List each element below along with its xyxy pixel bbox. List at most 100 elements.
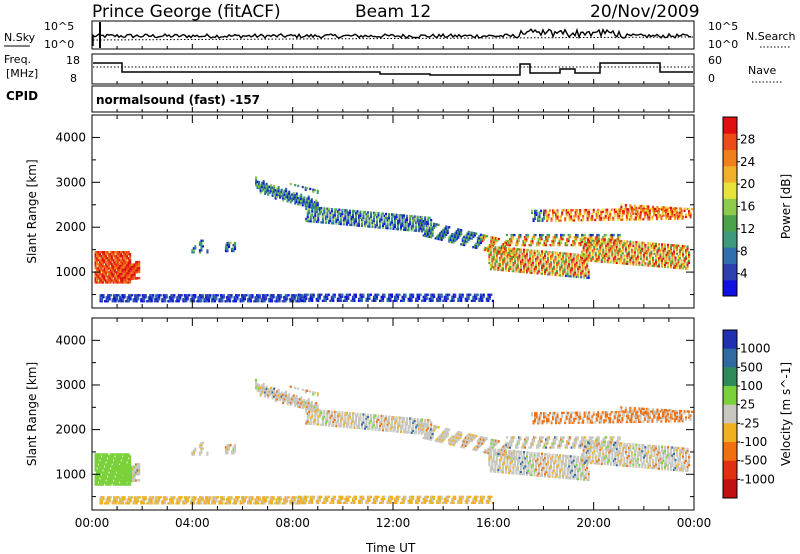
echo-cell bbox=[127, 480, 130, 483]
echo-cell bbox=[558, 238, 561, 241]
echo-cell bbox=[451, 297, 454, 300]
echo-cell bbox=[309, 216, 312, 219]
echo-cell bbox=[629, 246, 632, 249]
echo-cell bbox=[562, 268, 565, 271]
echo-cell bbox=[602, 236, 605, 239]
echo-cell bbox=[449, 240, 452, 243]
echo-cell bbox=[395, 299, 398, 302]
echo-cell bbox=[664, 213, 667, 217]
echo-cell bbox=[601, 210, 604, 213]
echo-cell bbox=[563, 270, 566, 273]
echo-cell bbox=[323, 299, 326, 302]
echo-cell bbox=[293, 298, 296, 301]
echo-cell bbox=[612, 216, 615, 219]
echo-cell bbox=[463, 239, 466, 243]
echo-cell bbox=[100, 479, 103, 482]
echo-cell bbox=[605, 250, 608, 254]
echo-cell bbox=[403, 495, 406, 498]
echo-cell bbox=[127, 265, 130, 268]
echo-cell bbox=[565, 211, 568, 214]
echo-cell bbox=[94, 277, 97, 280]
echo-cell bbox=[117, 483, 120, 486]
echo-cell bbox=[130, 269, 133, 272]
echo-cell bbox=[445, 297, 448, 300]
echo-cell bbox=[558, 240, 561, 243]
echo-cell bbox=[466, 234, 469, 237]
echo-cell bbox=[136, 463, 139, 466]
echo-cell bbox=[572, 259, 575, 262]
echo-cell bbox=[539, 238, 542, 241]
echo-cell bbox=[121, 274, 124, 277]
echo-cell bbox=[460, 295, 463, 298]
echo-cell bbox=[291, 195, 294, 198]
echo-cell bbox=[123, 480, 126, 483]
echo-cell bbox=[545, 268, 548, 272]
echo-cell bbox=[545, 262, 548, 266]
echo-cell bbox=[347, 499, 350, 502]
echo-cell bbox=[519, 270, 522, 273]
echo-cell bbox=[660, 255, 663, 258]
echo-cell bbox=[501, 267, 504, 270]
echo-cell bbox=[200, 296, 203, 299]
echo-cell bbox=[544, 256, 547, 259]
echo-cell bbox=[129, 478, 132, 481]
echo-cell bbox=[112, 465, 115, 468]
echo-cell bbox=[96, 261, 99, 264]
echo-cell bbox=[338, 501, 341, 504]
echo-cell bbox=[488, 499, 491, 502]
echo-cell bbox=[394, 299, 397, 302]
echo-cell bbox=[342, 501, 345, 504]
echo-cell bbox=[120, 464, 123, 468]
echo-cell bbox=[103, 261, 106, 264]
echo-cell bbox=[451, 237, 454, 240]
echo-cell bbox=[641, 249, 644, 252]
echo-cell bbox=[158, 296, 161, 299]
echo-cell bbox=[317, 218, 320, 222]
echo-cell bbox=[229, 296, 232, 299]
echo-cell bbox=[318, 293, 321, 296]
echo-cell bbox=[479, 239, 482, 242]
echo-cell bbox=[271, 502, 274, 505]
echo-cell bbox=[488, 251, 491, 254]
echo-cell bbox=[250, 296, 253, 299]
echo-cell bbox=[102, 275, 105, 278]
echo-cell bbox=[109, 481, 112, 484]
echo-cell bbox=[404, 295, 407, 298]
echo-cell bbox=[525, 267, 528, 270]
echo-cell bbox=[678, 207, 681, 210]
echo-cell bbox=[108, 279, 111, 282]
echo-cell bbox=[531, 238, 534, 241]
echo-cell bbox=[293, 294, 296, 297]
echo-cell bbox=[630, 212, 633, 215]
echo-cell bbox=[380, 295, 383, 298]
echo-cell bbox=[491, 238, 494, 241]
echo-cell bbox=[641, 243, 644, 246]
echo-cell bbox=[409, 497, 412, 500]
echo-cell bbox=[114, 300, 117, 303]
echo-cell bbox=[375, 293, 378, 296]
echo-cell bbox=[106, 463, 109, 466]
echo-cell bbox=[218, 502, 221, 505]
echo-cell bbox=[574, 253, 577, 256]
echo-cell bbox=[135, 263, 138, 266]
echo-cell bbox=[626, 210, 629, 213]
echo-cell bbox=[620, 239, 623, 243]
echo-cell bbox=[269, 296, 272, 299]
echo-cell bbox=[440, 495, 443, 498]
echo-cell bbox=[427, 220, 430, 223]
echo-cell bbox=[677, 264, 680, 268]
echo-cell bbox=[419, 495, 422, 498]
echo-cell bbox=[503, 253, 506, 256]
echo-cell bbox=[283, 296, 286, 299]
echo-cell bbox=[94, 259, 97, 262]
echo-cell bbox=[303, 497, 306, 500]
echo-cell bbox=[372, 295, 375, 298]
echo-cell bbox=[267, 187, 270, 190]
echo-cell bbox=[161, 298, 164, 301]
echo-cell bbox=[292, 502, 295, 505]
echo-cell bbox=[106, 469, 109, 472]
echo-cell bbox=[242, 298, 245, 301]
echo-cell bbox=[114, 294, 117, 297]
echo-cell bbox=[123, 276, 126, 279]
echo-cell bbox=[109, 459, 112, 462]
